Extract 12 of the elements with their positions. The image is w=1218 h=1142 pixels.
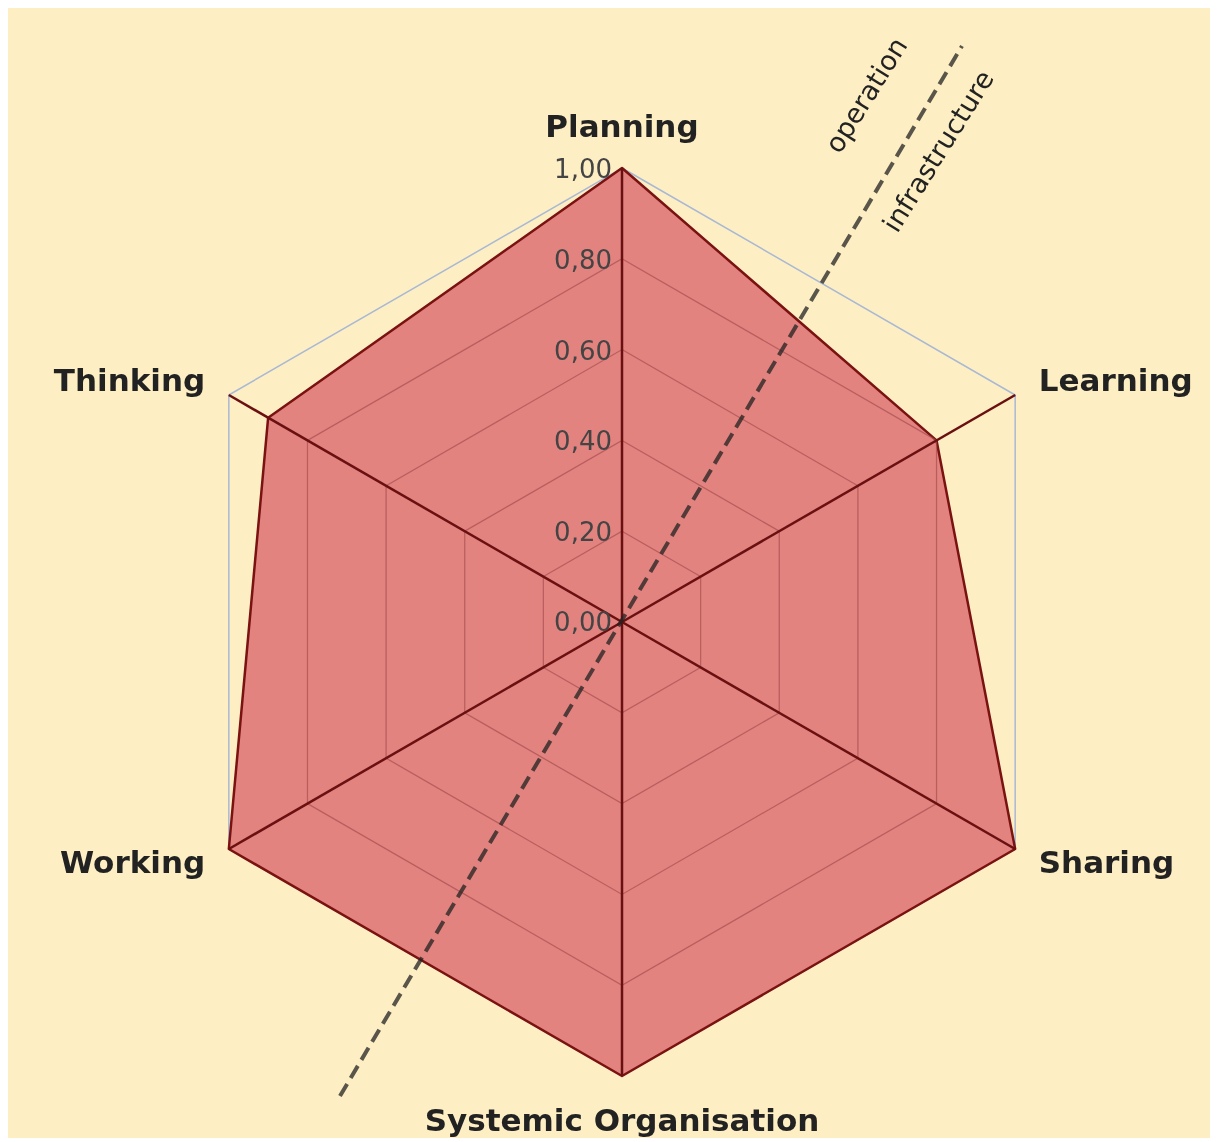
spoke-label: Thinking (53, 362, 206, 399)
y-tick-label: 0,20 (554, 517, 612, 548)
y-tick-label: 0,60 (554, 335, 612, 366)
y-tick-label: 1,00 (554, 154, 612, 184)
y-tick-label: 0,00 (554, 607, 612, 637)
spoke-label: Systemic Organisation (424, 1102, 820, 1139)
spoke-label: Working (60, 843, 206, 880)
spoke-label: Learning (1038, 362, 1193, 399)
y-tick-label: 0,80 (554, 244, 612, 275)
spoke-label: Planning (545, 107, 699, 144)
y-tick-label: 0,40 (554, 426, 612, 457)
spoke-label: Sharing (1038, 843, 1175, 880)
